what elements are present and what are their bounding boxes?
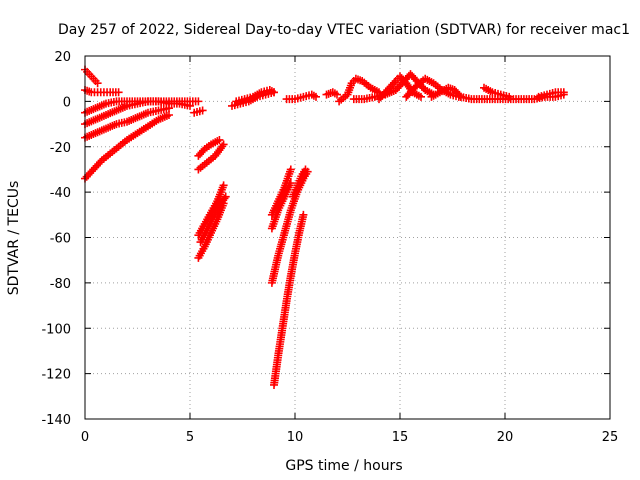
data-point (194, 97, 203, 106)
y-tick-label: -40 (50, 186, 71, 201)
x-tick-label: 15 (392, 430, 409, 445)
x-tick-label: 20 (497, 430, 514, 445)
series-arc-16 (267, 179, 295, 233)
y-tick-label: -60 (50, 232, 71, 247)
data-point (312, 92, 320, 101)
series-arc-02 (81, 86, 123, 97)
series-arc-14 (232, 86, 278, 106)
x-axis-label: GPS time / hours (285, 458, 402, 474)
series-arc-06 (81, 110, 173, 183)
y-tick-label: -100 (41, 322, 71, 337)
x-tick-label: 10 (287, 430, 304, 445)
data-point (215, 135, 224, 144)
data-point (114, 88, 123, 97)
data-point (165, 110, 173, 119)
data-point (221, 192, 230, 201)
series-arc-12 (196, 192, 230, 247)
series-arc-04 (81, 97, 194, 129)
y-tick-label: 0 (63, 95, 71, 110)
x-tick-label: 25 (602, 430, 619, 445)
y-tick-label: 20 (54, 50, 71, 65)
series-arc-01 (81, 65, 102, 88)
y-tick-label: -20 (50, 141, 71, 156)
series-arc-28 (480, 83, 514, 101)
data-series (81, 65, 568, 389)
x-tick-label: 5 (186, 430, 194, 445)
x-tick-label: 0 (81, 430, 89, 445)
data-point (417, 92, 425, 101)
data-point (286, 179, 295, 188)
data-point (270, 88, 278, 97)
y-tick-label: -140 (41, 413, 71, 428)
data-point (165, 104, 173, 113)
axis-ticks: 0 5 10 15 20 25 -140 -120 -100 -80 -60 -40 -20 0 20 (41, 50, 618, 445)
series-arc-08 (194, 135, 224, 160)
y-tick-label: -80 (50, 277, 71, 292)
chart-title: Day 257 of 2022, Sidereal Day-to-day VTE… (58, 22, 630, 38)
y-axis-label: SDTVAR / TECUs (6, 181, 22, 296)
series-arc-20 (282, 90, 320, 104)
data-point (219, 140, 228, 149)
series-arc-19 (288, 165, 310, 201)
data-point (286, 165, 295, 174)
series-arc-07 (190, 106, 207, 117)
data-point (299, 210, 308, 219)
data-point (301, 165, 310, 174)
data-point (505, 92, 514, 101)
data-point (198, 106, 207, 115)
series-arc-29 (534, 88, 568, 101)
y-tick-label: -120 (41, 368, 71, 383)
data-point (186, 101, 194, 110)
data-point (93, 79, 102, 88)
series-arc-11 (194, 199, 228, 262)
data-point (219, 181, 228, 190)
series-arc-09 (194, 140, 228, 174)
series-arc-18 (270, 210, 308, 389)
series-arc-21 (322, 88, 341, 99)
series-arc-15 (267, 165, 295, 219)
grid (85, 56, 610, 419)
data-point (559, 88, 568, 97)
data-point (333, 90, 341, 99)
